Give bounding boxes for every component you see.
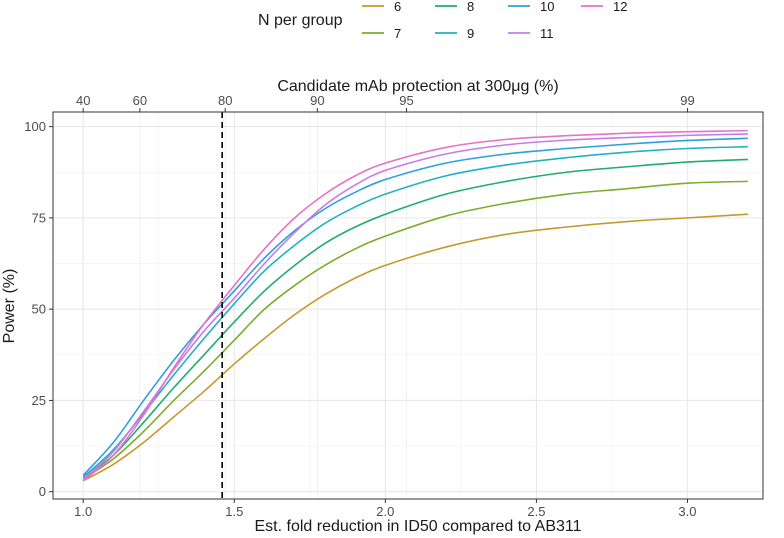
top-tick-label: 80 (218, 93, 232, 108)
series-line-n11 (82, 133, 748, 480)
y-tick-label: 100 (24, 119, 46, 134)
x-axis-ticks: 1.0 1.5 2.0 2.5 3.0 (74, 499, 697, 519)
panel-border (52, 111, 764, 500)
x-tick-label: 2.0 (376, 504, 394, 519)
legend-label-n11: 11 (540, 26, 554, 41)
plot-panel (52, 111, 764, 500)
top-tick-label: 99 (680, 93, 694, 108)
y-tick-label: 50 (32, 302, 46, 317)
gridlines (53, 112, 763, 499)
legend-label-n9: 9 (467, 26, 474, 41)
y-tick-label: 25 (32, 393, 46, 408)
top-tick-label: 90 (310, 93, 324, 108)
top-axis-ticks: 40 60 80 90 95 99 (76, 93, 695, 112)
series-line-n10 (82, 137, 748, 476)
series-line-n7 (82, 180, 748, 480)
legend-label-n12: 12 (613, 0, 627, 14)
legend-title: N per group (258, 12, 343, 29)
y-tick-label: 75 (32, 210, 46, 225)
series-line-n9 (82, 145, 748, 478)
x-tick-label: 3.0 (678, 504, 696, 519)
x-axis-title: Est. fold reduction in ID50 compared to … (254, 518, 581, 535)
x-tick-label: 2.5 (527, 504, 545, 519)
legend-label-n6: 6 (394, 0, 401, 14)
legend-label-n7: 7 (394, 26, 401, 41)
y-axis-ticks: 0 25 50 75 100 (24, 119, 53, 499)
top-tick-label: 40 (76, 93, 90, 108)
x-tick-label: 1.0 (74, 504, 92, 519)
series-line-n8 (82, 158, 748, 479)
top-tick-label: 95 (399, 93, 413, 108)
legend: N per group 6 7 8 9 10 11 12 (258, 0, 627, 41)
legend-label-n10: 10 (540, 0, 554, 14)
x-tick-label: 1.5 (225, 504, 243, 519)
top-axis-title: Candidate mAb protection at 300μg (%) (277, 78, 558, 95)
top-tick-label: 60 (133, 93, 147, 108)
series-line-n12 (82, 129, 748, 482)
legend-items: 6 7 8 9 10 11 12 (362, 0, 627, 41)
series-line-n6 (82, 213, 748, 482)
y-tick-label: 0 (39, 484, 46, 499)
series-lines (82, 129, 748, 482)
y-axis-title: Power (%) (1, 269, 18, 344)
legend-label-n8: 8 (467, 0, 474, 14)
